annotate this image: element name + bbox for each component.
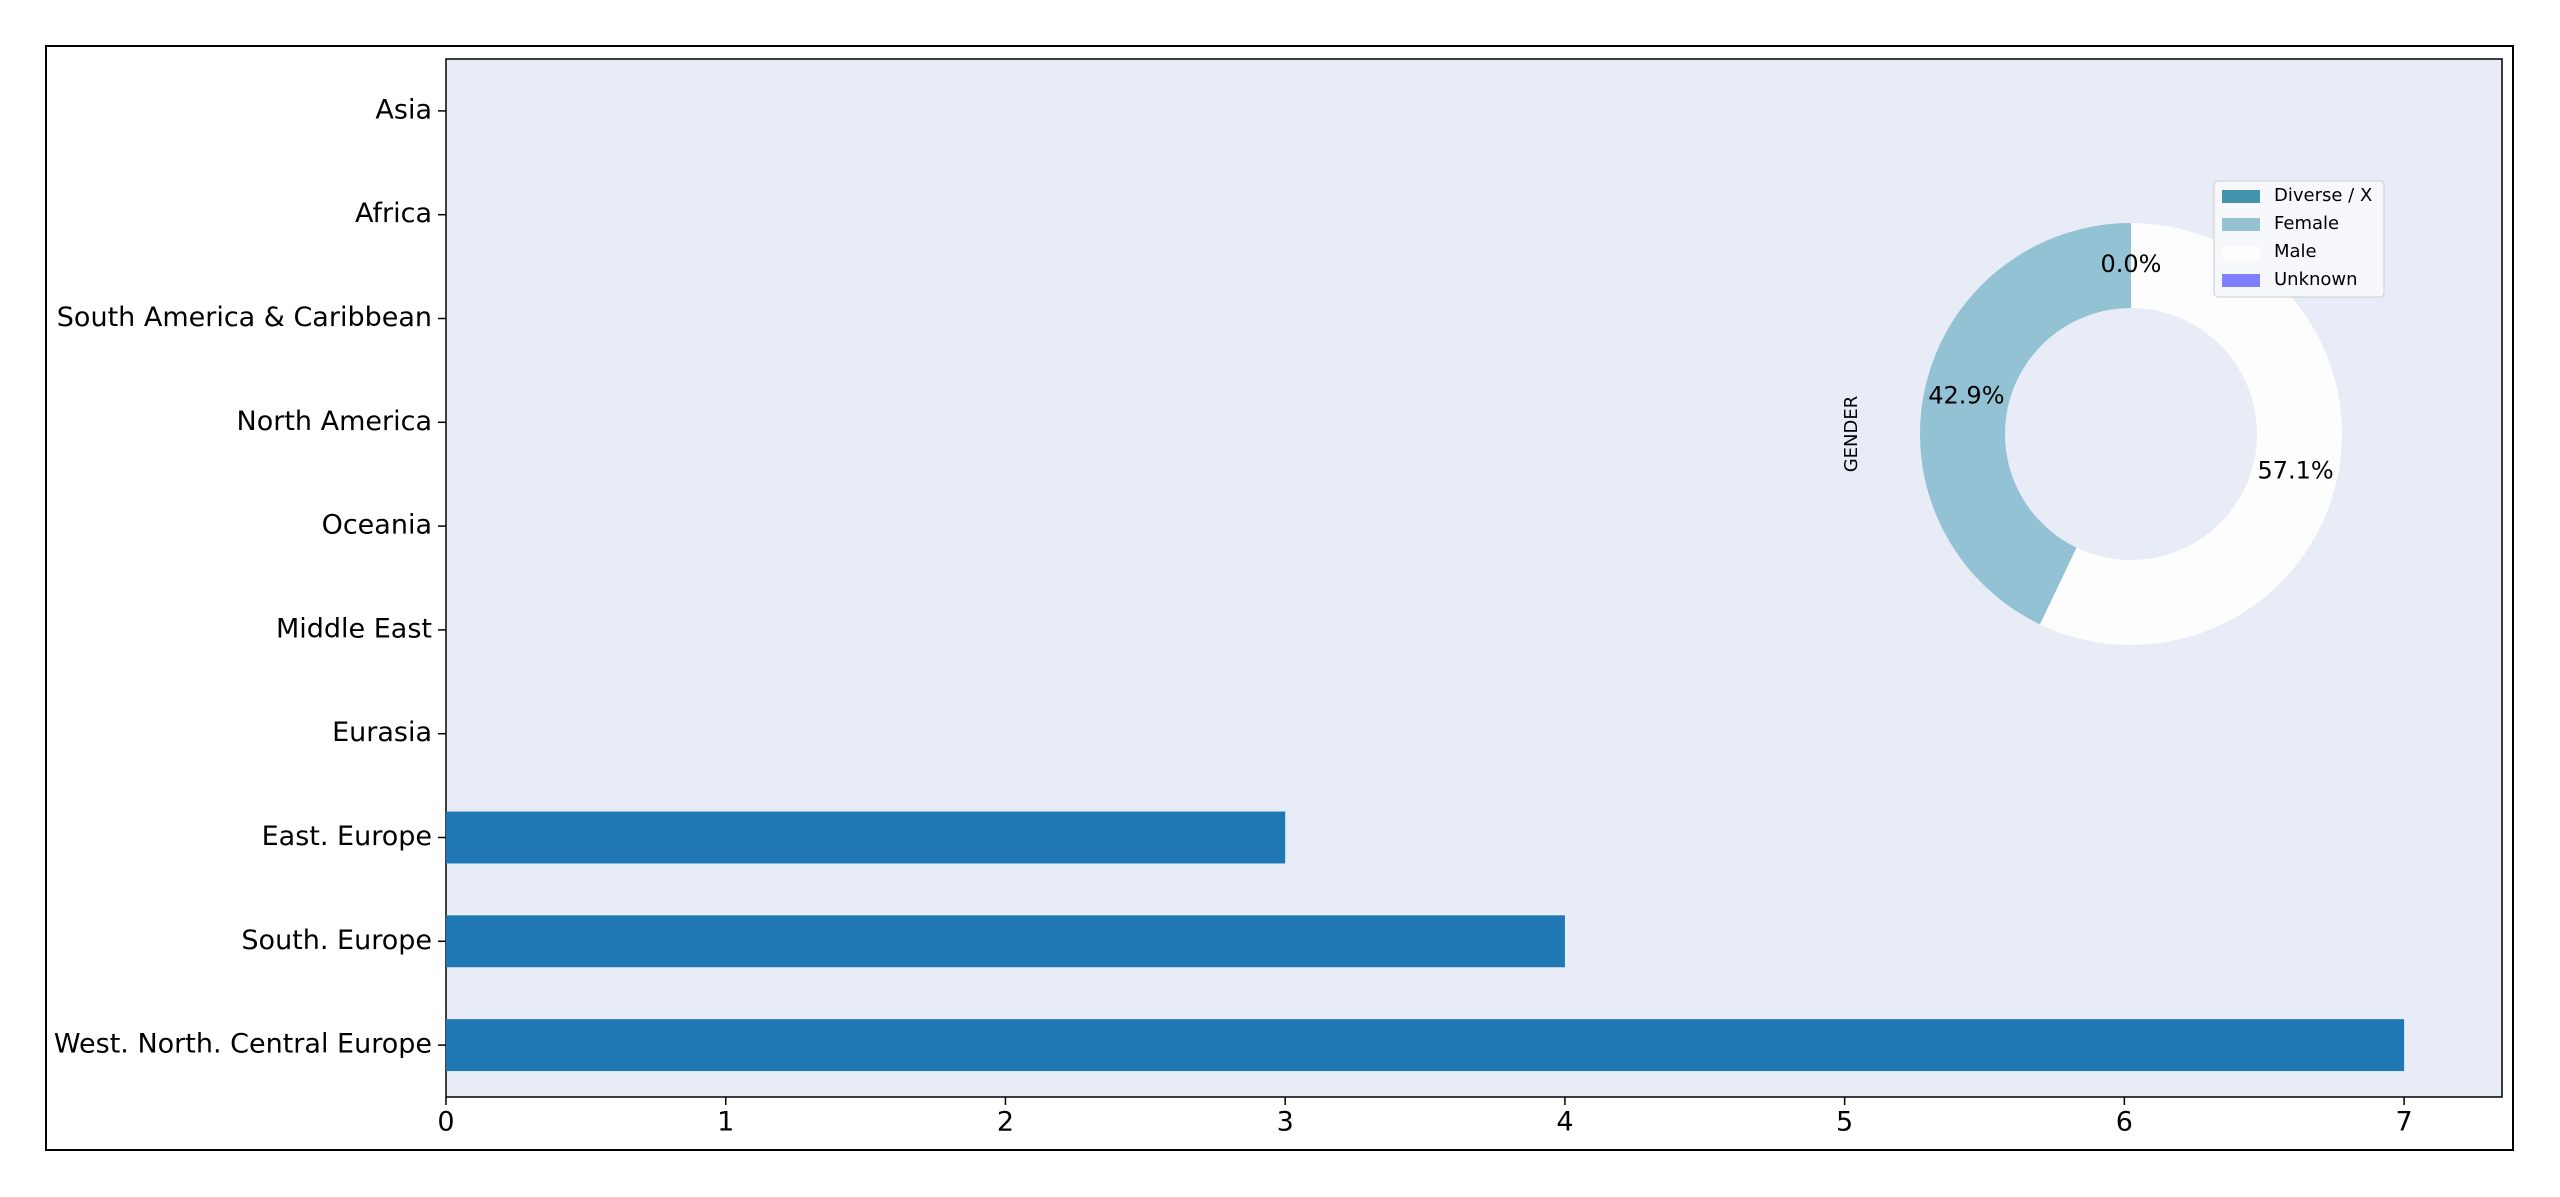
donut-wedge xyxy=(2039,223,2343,645)
legend-label: Male xyxy=(2274,241,2317,262)
figure-frame xyxy=(45,45,2514,1151)
legend-label: Diverse / X xyxy=(2274,185,2372,206)
y-tick-label: East. Europe xyxy=(262,821,432,852)
y-tick-label: Middle East xyxy=(276,613,432,644)
legend-label: Unknown xyxy=(2274,269,2358,290)
wedge-label: 57.1% xyxy=(2257,456,2333,484)
y-tick-label: West. North. Central Europe xyxy=(54,1029,432,1060)
y-tick-label: North America xyxy=(237,406,432,437)
y-tick-label: Eurasia xyxy=(332,717,432,748)
y-tick-label: Africa xyxy=(355,198,432,229)
donut-wedge xyxy=(1920,223,2131,625)
legend-box xyxy=(2213,180,2385,298)
wedge-label: 42.9% xyxy=(1928,382,2004,410)
legend-label: Female xyxy=(2274,213,2339,234)
x-tick-label: 5 xyxy=(1836,1107,1853,1138)
bar xyxy=(446,915,1565,968)
bar xyxy=(446,1019,2405,1072)
legend-swatch xyxy=(2222,274,2260,287)
y-tick-label: South. Europe xyxy=(241,925,432,956)
legend-swatch xyxy=(2222,190,2260,203)
legend-swatch xyxy=(2222,218,2260,231)
x-tick-label: 1 xyxy=(717,1107,734,1138)
bar-chart: 0 1 2 3 4 5 6 7 West. North. Central Europe South… xyxy=(54,94,2413,1137)
x-tick-label: 2 xyxy=(997,1107,1014,1138)
y-tick-label: Asia xyxy=(375,94,432,125)
legend-swatch xyxy=(2222,246,2260,259)
x-tick-label: 4 xyxy=(1556,1107,1573,1138)
wedge-label: 0.0% xyxy=(2101,250,2162,278)
x-tick-label: 6 xyxy=(2116,1107,2133,1138)
y-axis-label: GENDER xyxy=(1841,396,1862,473)
bar xyxy=(446,811,1286,864)
y-tick-label: Oceania xyxy=(322,510,432,541)
x-tick-label: 0 xyxy=(437,1107,454,1138)
y-tick-label: South America & Caribbean xyxy=(57,302,432,333)
x-tick-label: 7 xyxy=(2396,1107,2413,1138)
x-tick-label: 3 xyxy=(1277,1107,1294,1138)
